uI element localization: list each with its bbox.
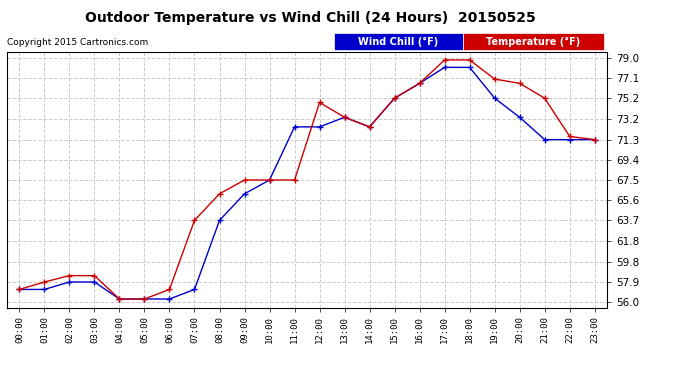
Text: Wind Chill (°F): Wind Chill (°F) <box>358 37 438 47</box>
Text: Copyright 2015 Cartronics.com: Copyright 2015 Cartronics.com <box>7 38 148 47</box>
FancyBboxPatch shape <box>463 33 604 50</box>
Text: Temperature (°F): Temperature (°F) <box>486 37 580 47</box>
FancyBboxPatch shape <box>334 33 463 50</box>
Text: Outdoor Temperature vs Wind Chill (24 Hours)  20150525: Outdoor Temperature vs Wind Chill (24 Ho… <box>85 11 536 25</box>
